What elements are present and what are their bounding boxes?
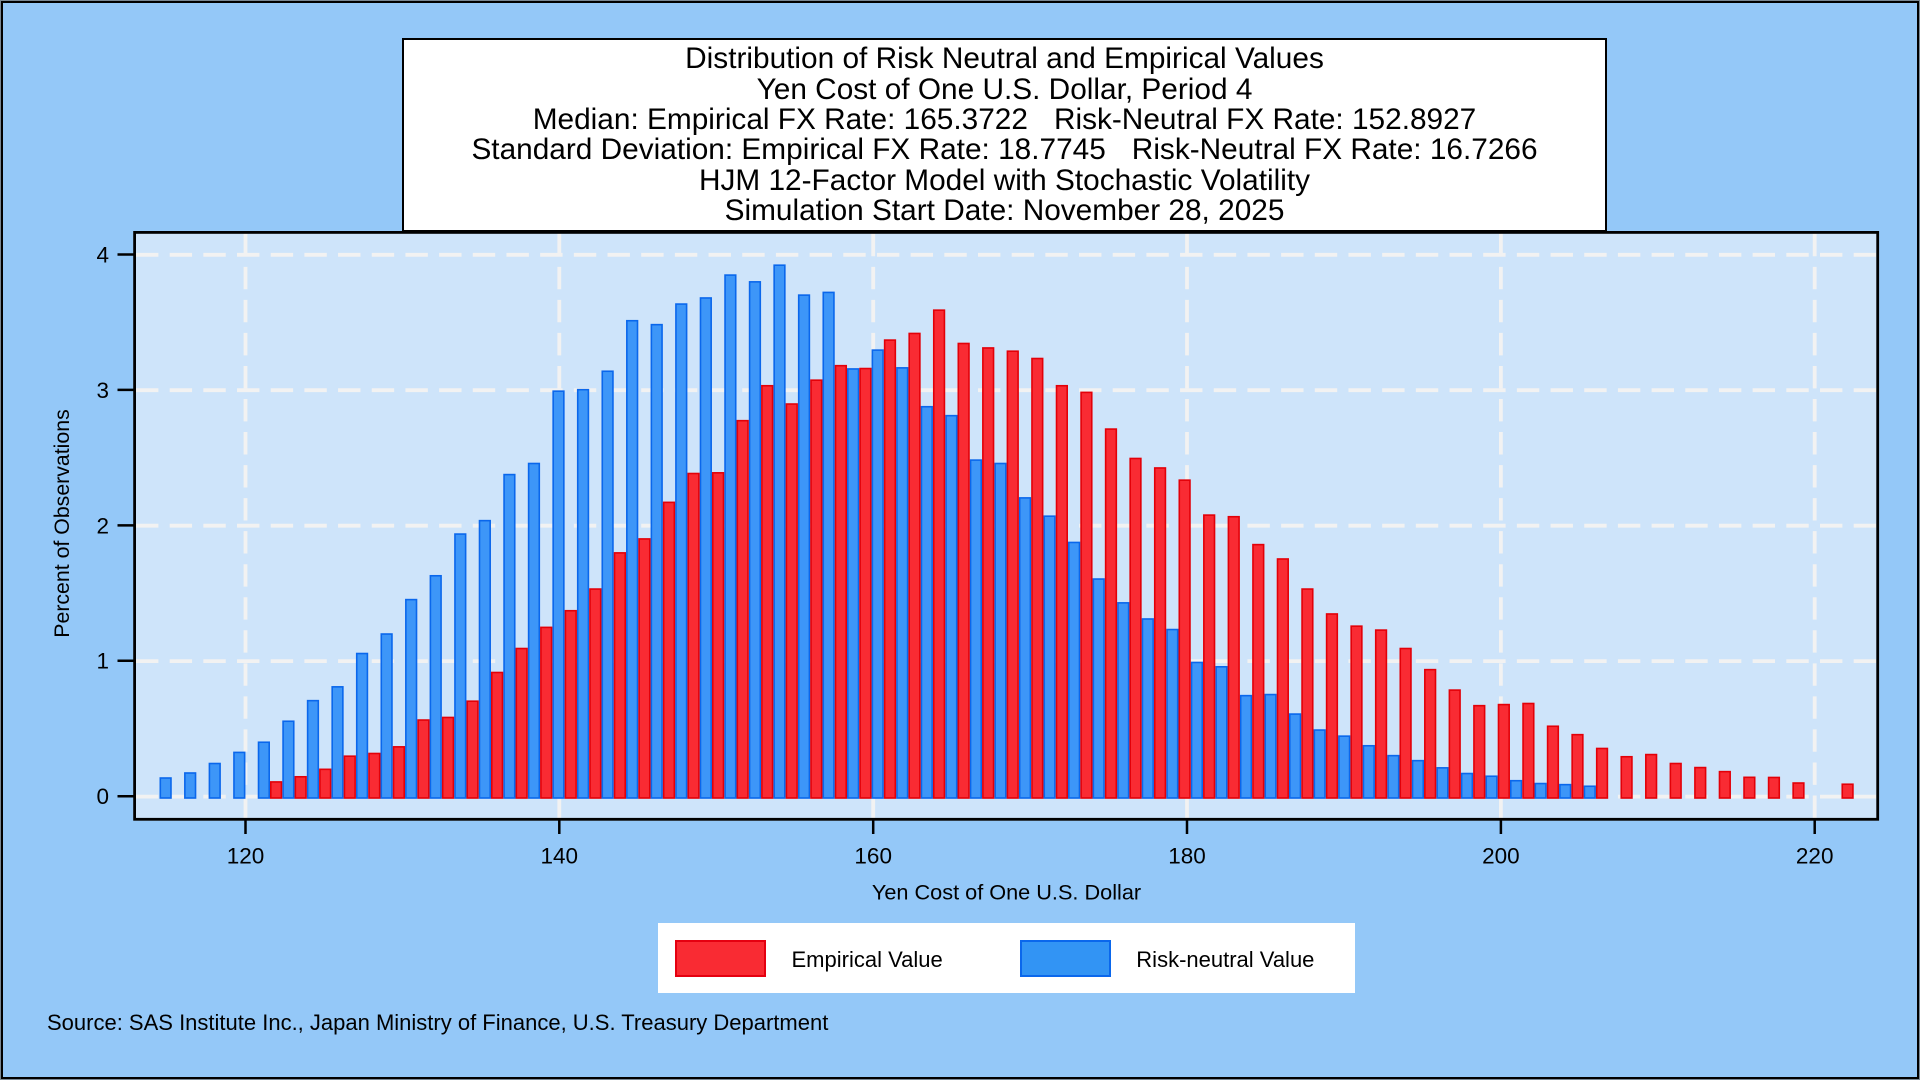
svg-text:200: 200 (1482, 843, 1520, 868)
svg-text:Yen Cost of One U.S. Dollar: Yen Cost of One U.S. Dollar (872, 880, 1141, 905)
svg-text:120: 120 (227, 843, 265, 868)
svg-text:0: 0 (96, 784, 109, 809)
svg-text:3: 3 (96, 378, 109, 403)
svg-text:2: 2 (96, 513, 109, 538)
svg-text:1: 1 (96, 649, 109, 674)
svg-text:220: 220 (1796, 843, 1834, 868)
svg-text:160: 160 (854, 843, 892, 868)
svg-text:180: 180 (1168, 843, 1206, 868)
svg-text:Percent of Observations: Percent of Observations (50, 409, 74, 637)
svg-text:4: 4 (96, 242, 109, 267)
svg-text:140: 140 (541, 843, 579, 868)
